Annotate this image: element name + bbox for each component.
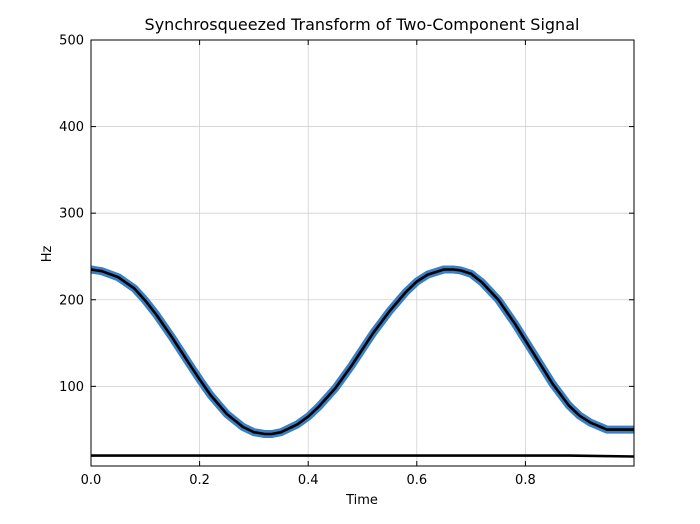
series-layer: [90, 265, 635, 458]
chart-title: Synchrosqueezed Transform of Two-Compone…: [145, 15, 580, 34]
y-tick-label: 100: [59, 380, 84, 395]
x-axis-label: Time: [345, 493, 378, 508]
x-tick-label: 0.2: [189, 473, 210, 488]
y-axis-label: Hz: [40, 246, 55, 263]
x-tick-label: 0.0: [81, 473, 102, 488]
y-tick-label: 400: [59, 120, 84, 135]
series-2-line: [91, 454, 635, 458]
y-tick-label: 300: [59, 207, 84, 222]
plot-frame: [90, 39, 635, 467]
series-1-line: [90, 268, 634, 436]
x-tick-label: 0.8: [515, 473, 536, 488]
y-tick-label: 200: [59, 293, 84, 308]
x-tick-label: 0.4: [298, 473, 319, 488]
ticks: 0.0 0.2 0.4 0.6 0.8 100 200 300 400 500: [59, 34, 634, 488]
grid: [91, 40, 634, 466]
plot-area: [91, 40, 634, 466]
y-tick-label: 500: [59, 34, 84, 49]
x-tick-label: 0.6: [406, 473, 427, 488]
